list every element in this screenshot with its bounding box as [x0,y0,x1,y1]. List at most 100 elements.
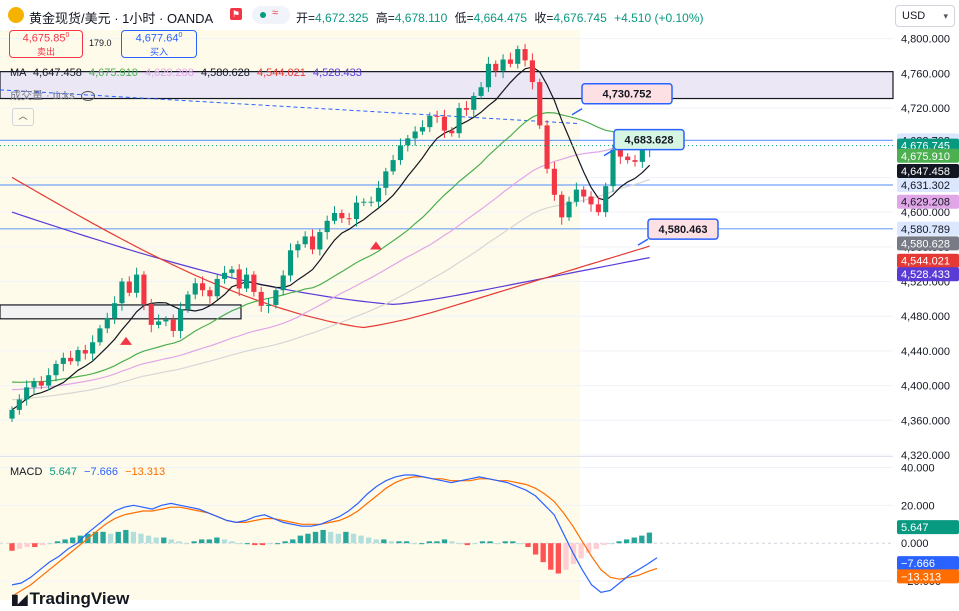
candle-body [112,303,118,318]
flag-icon[interactable]: ⚑ [230,8,242,20]
market-open-dot-icon [260,12,266,18]
candle-body [38,381,44,386]
eye-hidden-icon[interactable] [80,91,95,102]
macd-legend-value: −7.666 [84,466,118,478]
macd-histogram-bar [100,531,106,544]
candle-body [353,202,360,220]
candle-body [148,304,154,325]
candle-body [383,171,389,188]
candle-body [75,350,81,362]
macd-histogram-bar [176,541,182,544]
buy-button[interactable]: 4,677.640 买入 [121,30,197,58]
macd-histogram-bar [532,543,539,555]
candle-body [229,269,235,273]
candle-body [221,272,228,279]
macd-histogram-bar [62,539,68,544]
candle-body [463,108,469,110]
macd-histogram-bar [601,543,607,546]
price-callout [613,128,685,151]
sell-button[interactable]: 4,675.850 卖出 [9,30,83,58]
candle-body [243,274,250,289]
support-zone [0,304,242,320]
candle-body [185,294,191,310]
candle-body [397,145,404,161]
macd-histogram-bar [548,543,554,570]
price-callout-label: 4,580.463 [659,224,708,236]
macd-histogram-bar [153,537,159,544]
macd-histogram-bar [145,535,152,544]
macd-histogram-bar [479,541,486,544]
candle-body [302,236,308,245]
price-tag [897,148,959,163]
candle-body [529,60,535,83]
volume-legend[interactable]: 成交量 · ticks [10,87,95,103]
gold-symbol-icon[interactable] [8,7,24,23]
ma50-line [11,111,650,383]
macd-histogram-bar [252,543,258,546]
candle-body [207,290,213,297]
ma-legend[interactable]: MA 4,647.458 4,675.910 4,629.208 4,580.6… [10,67,362,79]
market-status-badge[interactable]: ≈ [252,6,290,24]
macd-histogram-bar [335,533,341,544]
candle-body [361,201,367,203]
macd-histogram-bar [9,543,15,551]
macd-histogram-bar [646,532,653,544]
macd-histogram-bar [419,543,425,545]
macd-histogram-bar [623,539,630,544]
ma-legend-value: 4,629.208 [144,67,194,79]
candle-body [192,283,198,295]
macd-histogram-bar [328,531,334,544]
resistance-zone [0,71,894,100]
macd-histogram-bar [70,537,76,544]
candle-body [324,220,330,233]
macd-histogram-bar [434,541,440,544]
macd-histogram-bar [388,541,395,544]
candle-body [346,218,352,220]
macd-histogram-bar [472,543,478,545]
macd-histogram-bar [267,543,273,545]
collapse-legend-button[interactable]: ︿ [12,108,34,126]
candle-body [500,59,506,71]
price-axis-background [893,30,959,611]
ma-legend-value: 4,528.433 [312,67,362,79]
macd-histogram-bar [297,535,304,544]
macd-price-tag-label: 5.647 [901,522,929,534]
candle-body [441,116,448,131]
low-value: 4,664.475 [473,11,528,25]
candle-body [610,149,616,187]
macd-histogram-bar [578,543,584,559]
candle-body [493,63,499,71]
dashed-trendline [0,89,581,125]
macd-histogram-bar [525,543,531,547]
candle-body [163,319,169,322]
price-tag [897,163,959,178]
candle-body [573,189,579,202]
macd-histogram-bar [593,543,599,549]
macd-histogram-bar [54,541,61,544]
price-axis-tick: 4,400.000 [901,381,950,393]
symbol-title[interactable]: 黄金现货/美元 · 1小时 · OANDA [29,11,214,26]
spread-value: 179.0 [89,38,112,48]
currency-label: USD [902,10,926,22]
price-axis-tick: 4,480.000 [901,311,950,323]
candle-body [60,357,66,364]
buy-price: 4,677.640 [135,32,183,45]
macd-histogram-bar [183,543,190,545]
price-axis-tick: 4,600.000 [901,207,950,219]
candle-body [581,189,587,197]
macd-histogram-bar [259,543,266,546]
macd-histogram-bar [510,541,516,544]
candle-body [419,127,426,132]
macd-histogram-bar [92,531,99,544]
candle-body [617,149,623,157]
candle-body [214,278,220,297]
macd-price-tag-label: −7.666 [901,558,935,570]
candle-body [427,115,433,128]
tradingview-logo[interactable]: ▮◢ TradingView [11,589,129,609]
macd-legend[interactable]: MACD 5.647 −7.666 −13.313 [10,466,165,478]
candle-body [456,108,462,134]
candle-body [90,342,96,354]
currency-select[interactable]: USD ▾ [895,5,955,27]
